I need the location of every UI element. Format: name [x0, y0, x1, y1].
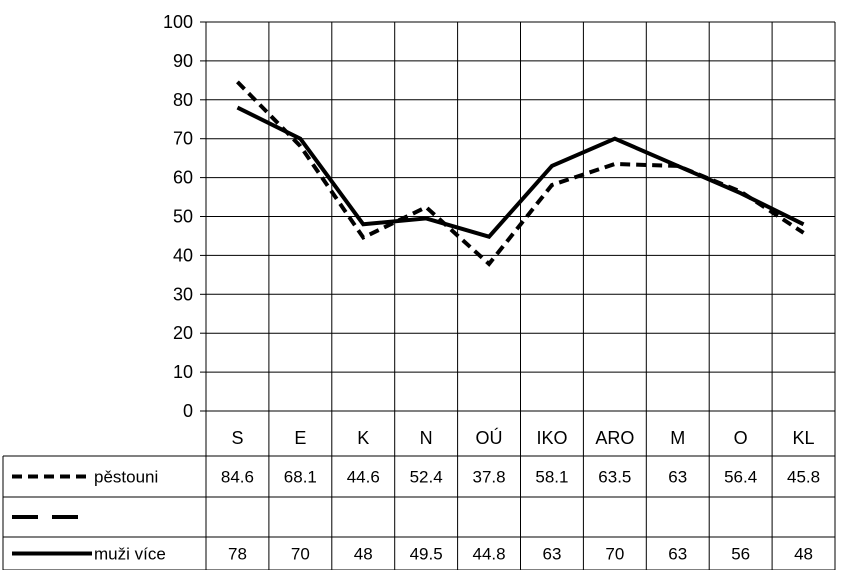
category-label: N	[420, 428, 433, 448]
table-value: 48	[354, 545, 373, 564]
category-label: KL	[793, 428, 815, 448]
category-label: M	[670, 428, 685, 448]
table-value: 52.4	[410, 468, 443, 487]
table-value: 63	[668, 545, 687, 564]
table-value: 84.6	[221, 468, 254, 487]
y-tick-label: 10	[173, 362, 193, 382]
table-value: 56	[731, 545, 750, 564]
category-label: O	[734, 428, 748, 448]
table-value: 44.8	[473, 545, 506, 564]
legend-label: muži více	[94, 545, 166, 564]
y-tick-label: 60	[173, 168, 193, 188]
y-tick-label: 90	[173, 51, 193, 71]
table-value: 63.5	[598, 468, 631, 487]
series-line	[236, 80, 805, 267]
table-value: 70	[291, 545, 310, 564]
series-line	[236, 105, 805, 240]
table-value: 44.6	[347, 468, 380, 487]
y-tick-label: 80	[173, 90, 193, 110]
table-value: 78	[228, 545, 247, 564]
y-tick-label: 20	[173, 323, 193, 343]
y-axis: 0 10 20 30 40 50 60 70 80 90 100 S E K N OÚ IKO ARO M O KL	[163, 12, 815, 448]
data-table: pěstouni 84.6 68.1 44.6 52.4 37.8 58.1 63.5 63 56…	[2, 455, 836, 570]
category-label: OÚ	[476, 427, 503, 448]
table-value: 48	[794, 545, 813, 564]
grid	[205, 21, 836, 456]
table-value: 58.1	[535, 468, 568, 487]
category-label: E	[294, 428, 306, 448]
table-value: 37.8	[473, 468, 506, 487]
y-tick-label: 0	[183, 401, 193, 421]
table-value: 68.1	[284, 468, 317, 487]
y-tick-label: 30	[173, 284, 193, 304]
y-tick-label: 100	[163, 12, 193, 32]
y-tick-label: 70	[173, 129, 193, 149]
table-value: 63	[542, 545, 561, 564]
y-tick-label: 40	[173, 245, 193, 265]
category-label: IKO	[536, 428, 567, 448]
table-value: 70	[605, 545, 624, 564]
plot-series	[236, 80, 805, 267]
category-label: S	[231, 428, 243, 448]
table-value: 49.5	[410, 545, 443, 564]
legend-label: pěstouni	[94, 468, 158, 487]
category-label: ARO	[595, 428, 634, 448]
category-label: K	[357, 428, 369, 448]
table-value: 63	[668, 468, 687, 487]
table-value: 45.8	[787, 468, 820, 487]
y-tick-label: 50	[173, 207, 193, 227]
table-value: 56.4	[724, 468, 757, 487]
